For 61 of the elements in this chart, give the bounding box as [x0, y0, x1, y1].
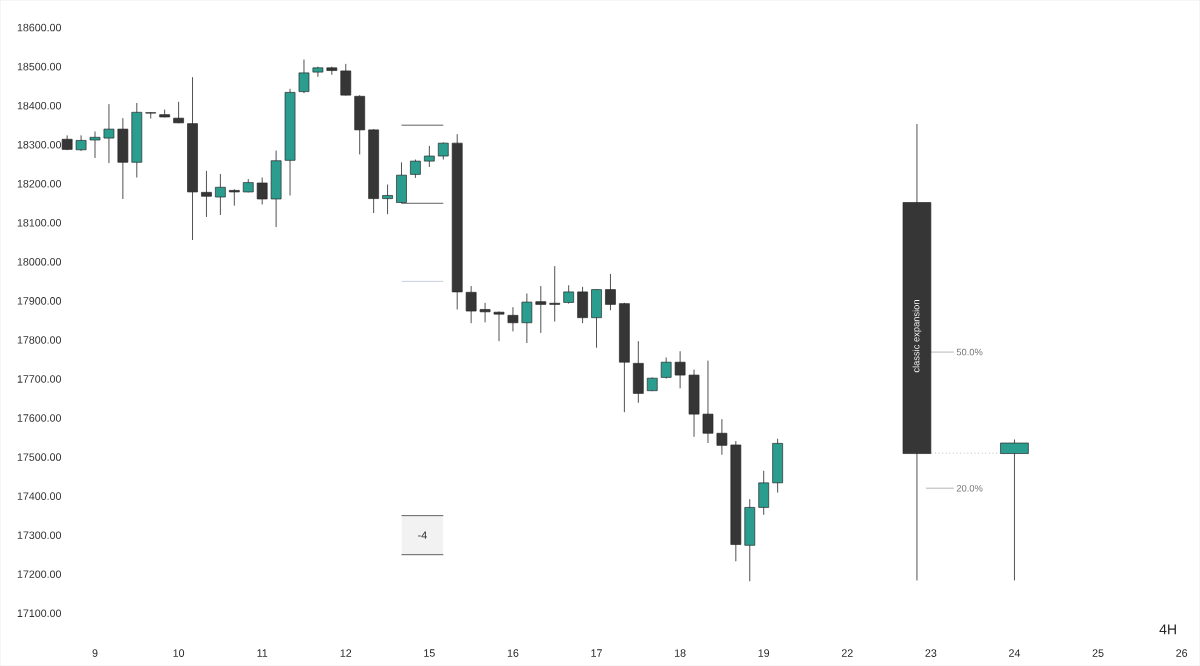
candlestick — [103, 103, 115, 164]
x-tick-label: 24 — [1009, 649, 1021, 657]
annotation: -4 — [418, 531, 427, 539]
candlestick — [674, 350, 686, 389]
x-tick-label: 23 — [925, 649, 937, 657]
y-tick-label: 18200.00 — [17, 179, 62, 188]
candlestick — [173, 101, 184, 124]
x-tick-label: 15 — [424, 649, 435, 657]
y-tick-label: 17400.00 — [17, 492, 62, 500]
y-tick-label: 17600.00 — [17, 414, 62, 422]
y-tick-label: 18400.00 — [17, 101, 62, 110]
candlestick — [493, 310, 505, 342]
y-tick-label: 17200.00 — [17, 570, 62, 578]
candlestick — [507, 306, 519, 332]
candlestick — [716, 418, 728, 456]
candlestick — [549, 265, 561, 322]
x-tick-label: 10 — [173, 649, 185, 657]
candlestick — [382, 184, 393, 215]
candlestick — [424, 145, 435, 168]
candlestick — [256, 177, 268, 205]
x-tick-label: 9 — [92, 649, 98, 657]
x-tick-label: 18 — [675, 649, 686, 657]
candlestick — [479, 302, 491, 323]
y-tick-label: 17700.00 — [17, 375, 62, 383]
y-tick-label: 18100.00 — [17, 218, 62, 227]
candlestick — [563, 284, 575, 304]
candlestick — [605, 273, 616, 311]
y-tick-label: 17800.00 — [17, 336, 62, 344]
y-tick-label: 18000.00 — [17, 257, 62, 266]
x-tick-label: 25 — [1092, 649, 1104, 657]
y-tick-label: 17100.00 — [17, 609, 62, 617]
candlestick — [75, 134, 87, 152]
candlestick — [535, 285, 547, 334]
x-tick-label: 16 — [507, 649, 519, 657]
candlestick — [660, 357, 672, 379]
x-tick-label: 19 — [758, 649, 770, 657]
x-tick-label: 11 — [257, 649, 268, 657]
y-tick-label: 17300.00 — [17, 531, 62, 539]
candlestick — [215, 173, 226, 216]
candlestick — [228, 188, 240, 206]
x-tick-label: 17 — [591, 649, 602, 657]
candlestick — [521, 292, 533, 344]
y-tick-label: 18500.00 — [17, 62, 62, 71]
x-tick-label: 26 — [1176, 649, 1188, 657]
y-tick-label: 17900.00 — [17, 297, 62, 305]
candlestick — [312, 66, 324, 78]
annotation: 4H — [1159, 624, 1176, 635]
annotation: classic expansion — [912, 300, 922, 373]
x-tick-label: 12 — [340, 649, 352, 657]
x-tick-label: 22 — [841, 649, 853, 657]
candlestick — [702, 360, 714, 444]
y-tick-label: 17500.00 — [17, 453, 62, 461]
candlestick — [89, 130, 101, 159]
candlestick — [465, 285, 477, 324]
annotation: 20.0% — [956, 484, 983, 492]
candlestick — [201, 170, 212, 218]
candlestick — [145, 111, 157, 119]
candlestick — [298, 59, 310, 94]
y-tick-label: 18300.00 — [17, 140, 62, 149]
annotation: 50.0% — [956, 348, 983, 356]
y-tick-label: 18600.00 — [17, 23, 62, 32]
